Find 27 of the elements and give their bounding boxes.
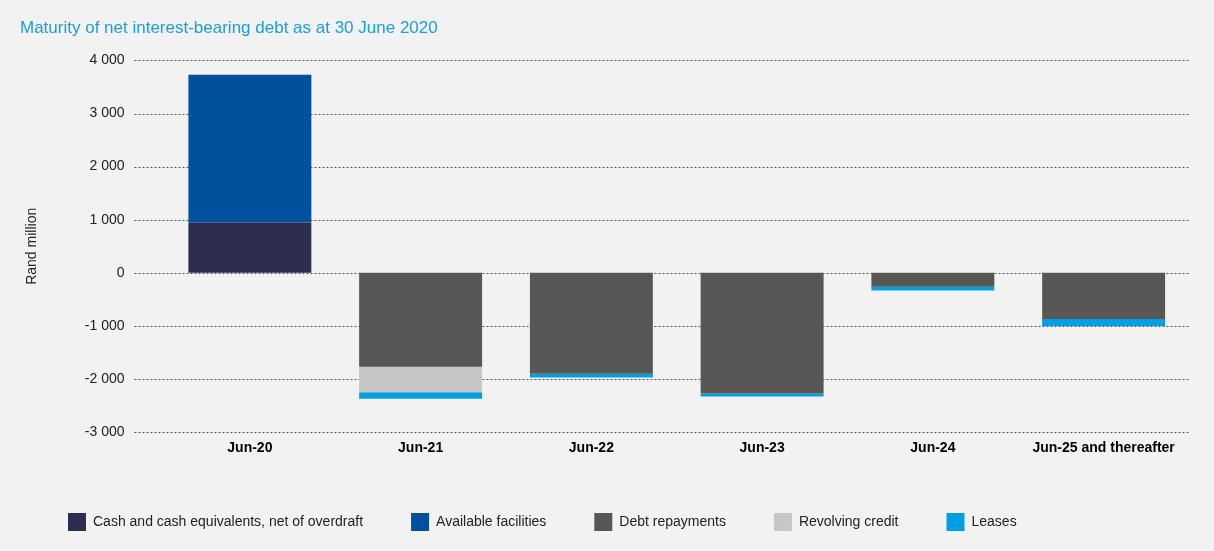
y-tick-label: 0 [116,263,125,280]
x-tick-label: Jun-20 [227,439,273,456]
legend-label: Leases [971,512,1017,529]
x-tick-label: Jun-21 [398,439,444,456]
legend-label: Debt repayments [619,512,726,529]
y-tick-label: 4 000 [89,51,125,68]
legend-label: Available facilities [436,512,547,529]
x-tick-label: Jun-24 [910,439,956,456]
bar [188,74,312,223]
legend-label: Cash and cash equivalents, net of overdraft [93,512,364,529]
y-tick-label: -2 000 [84,369,125,386]
y-tick-label: -1 000 [84,316,125,333]
bar [188,222,312,273]
chart-title: Maturity of net interest-bearing debt as at 30 June 2020 [20,17,438,37]
x-tick-label: Jun-25 and thereafter [1032,439,1176,456]
y-tick-label: 2 000 [89,157,125,174]
bar [359,366,483,393]
x-tick-label: Jun-22 [568,439,615,456]
bar [700,393,824,397]
y-tick-label: 1 000 [89,210,125,227]
bar [1042,319,1166,326]
x-tick-label: Jun-23 [739,439,785,456]
y-tick-label: 3 000 [89,104,125,121]
bar [359,392,483,399]
y-axis-title: Rand million [23,207,40,285]
legend-label: Revolving credit [798,512,899,529]
y-tick-label: -3 000 [84,423,125,440]
